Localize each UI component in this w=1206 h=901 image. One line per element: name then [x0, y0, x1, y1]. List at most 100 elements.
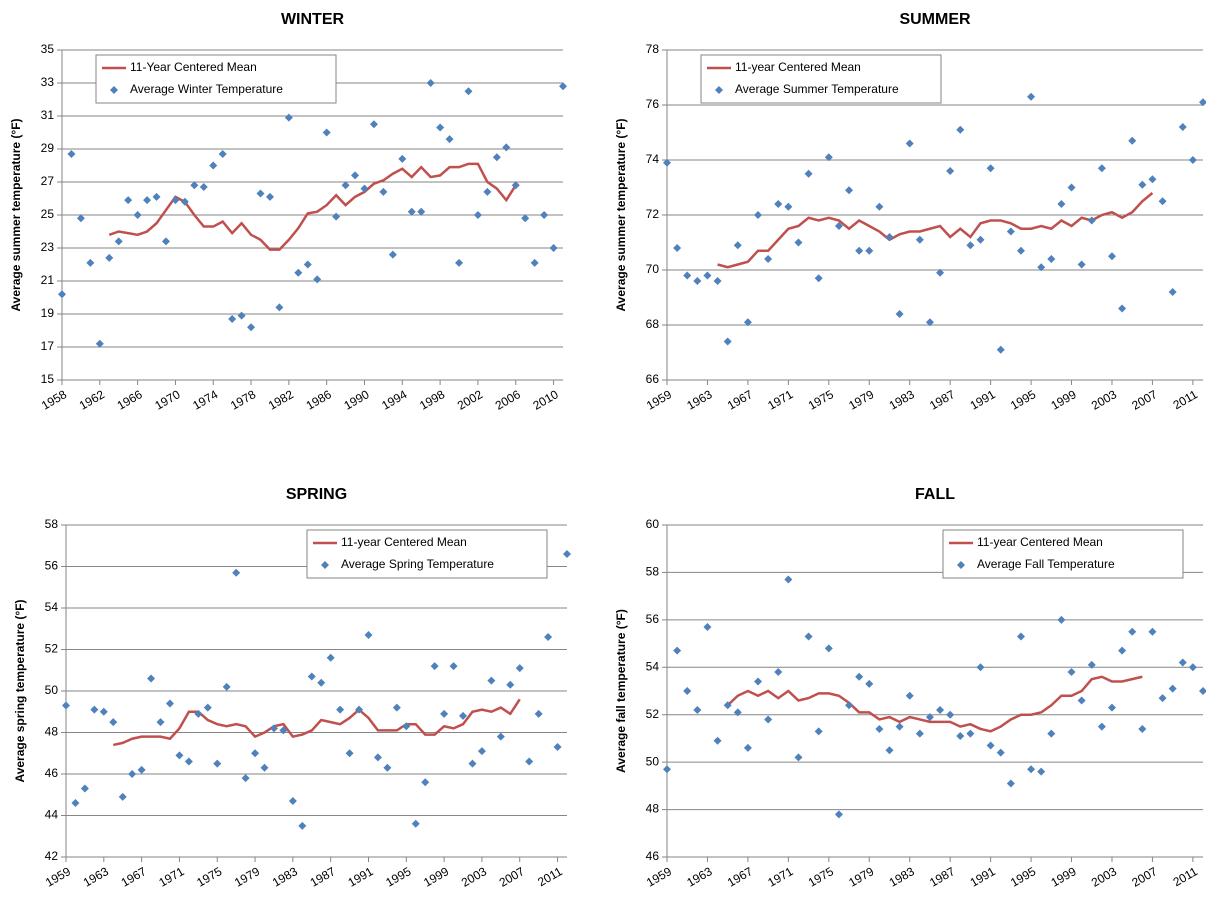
data-point: [218, 149, 227, 158]
data-point: [663, 158, 671, 167]
data-point: [1138, 180, 1147, 189]
data-point: [804, 169, 813, 178]
data-point: [1087, 216, 1096, 225]
data-point: [383, 763, 392, 772]
data-point: [1067, 183, 1076, 192]
y-tick-label: 46: [646, 849, 660, 863]
data-point: [713, 277, 722, 285]
data-point: [326, 653, 335, 662]
data-point: [147, 674, 156, 683]
chart-title: SPRING: [286, 486, 347, 503]
data-point: [180, 197, 189, 206]
data-point: [275, 303, 284, 312]
data-point: [905, 691, 914, 700]
chart-title: FALL: [915, 486, 955, 503]
x-tick-label: 1974: [190, 387, 220, 413]
y-tick-label: 29: [41, 141, 55, 155]
y-tick-label: 58: [45, 517, 59, 531]
data-point: [824, 644, 833, 653]
data-point: [184, 757, 193, 766]
y-tick-label: 52: [646, 707, 660, 721]
data-point: [1016, 632, 1025, 641]
data-point: [703, 271, 712, 280]
data-point: [213, 759, 222, 768]
data-point: [673, 244, 682, 252]
x-tick-label: 1995: [383, 864, 413, 890]
data-point: [222, 682, 231, 691]
x-tick-label: 1971: [765, 387, 795, 413]
x-tick-label: 1967: [725, 864, 755, 890]
data-point: [373, 753, 382, 762]
x-tick-label: 1978: [228, 387, 258, 413]
legend-swatch: [321, 561, 329, 569]
data-point: [1148, 627, 1157, 636]
x-tick-label: 1983: [270, 864, 300, 890]
y-tick-label: 31: [41, 108, 55, 122]
data-point: [165, 699, 174, 708]
data-point: [743, 743, 752, 752]
y-tick-label: 68: [646, 317, 660, 331]
data-point: [1006, 779, 1015, 788]
data-point: [1178, 123, 1187, 131]
legend-box: [95, 54, 337, 104]
data-point: [76, 214, 85, 223]
data-point: [133, 211, 142, 219]
data-point: [683, 687, 692, 695]
data-point: [1016, 246, 1025, 255]
data-point: [1148, 175, 1157, 184]
x-tick-label: 1995: [1008, 387, 1038, 413]
data-point: [1097, 164, 1106, 173]
y-tick-label: 33: [41, 75, 55, 89]
data-point: [946, 167, 955, 175]
x-tick-label: 1963: [81, 864, 111, 890]
data-point: [549, 244, 558, 252]
data-point: [1107, 703, 1116, 712]
data-point: [1107, 252, 1116, 261]
x-tick-label: 1975: [806, 387, 836, 413]
data-point: [663, 765, 671, 774]
data-point: [279, 726, 288, 735]
data-point: [996, 345, 1005, 354]
data-point: [228, 314, 237, 323]
data-point: [303, 260, 312, 269]
data-point: [966, 241, 975, 250]
x-tick-label: 1991: [968, 387, 998, 413]
data-point: [713, 736, 722, 745]
data-point: [774, 668, 783, 677]
x-tick-label: 1983: [887, 864, 917, 890]
x-tick-label: 1986: [304, 387, 334, 413]
data-point: [936, 268, 945, 277]
data-point: [1199, 687, 1206, 695]
data-point: [966, 729, 975, 738]
data-point: [1037, 767, 1046, 776]
data-point: [307, 672, 316, 681]
data-point: [895, 310, 904, 318]
data-point: [95, 339, 104, 348]
x-tick-label: 1966: [115, 387, 145, 413]
legend-label: 11-year Centered Mean: [977, 535, 1103, 549]
data-point: [80, 784, 89, 793]
chart-title: WINTER: [281, 11, 345, 28]
data-point: [143, 196, 152, 205]
legend-label: 11-year Centered Mean: [735, 60, 861, 74]
x-tick-label: 1963: [684, 864, 714, 890]
data-point: [845, 186, 854, 195]
data-point: [784, 575, 793, 584]
x-tick-label: 1995: [1008, 864, 1038, 890]
data-point: [1077, 260, 1086, 269]
y-tick-label: 50: [45, 683, 59, 697]
data-point: [915, 235, 924, 244]
y-tick-label: 15: [41, 372, 55, 386]
y-tick-label: 48: [45, 725, 59, 739]
data-point: [865, 679, 874, 688]
data-point: [256, 189, 265, 198]
data-point: [1067, 668, 1076, 677]
data-point: [1047, 729, 1056, 738]
x-tick-label: 2011: [535, 864, 565, 889]
data-point: [733, 241, 742, 250]
data-point: [986, 741, 995, 750]
data-point: [341, 181, 350, 190]
data-point: [402, 722, 411, 731]
x-tick-label: 1959: [43, 864, 73, 890]
